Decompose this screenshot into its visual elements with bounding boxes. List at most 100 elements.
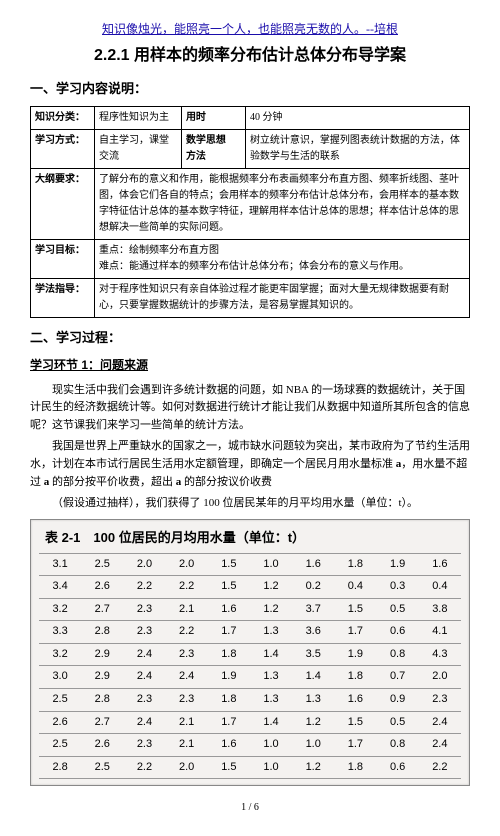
paragraph-3: （假设通过抽样），我们获得了 100 位居民某年的月平均用水量（单位：t）。 xyxy=(30,495,470,513)
objective-difficult: 难点：能通过样本的频率分布估计总体分布；体会分布的意义与作用。 xyxy=(99,259,465,275)
data-cell: 1.8 xyxy=(334,756,376,779)
table-row: 2.82.52.22.01.51.01.21.80.62.2 xyxy=(39,756,461,779)
data-cell: 1.5 xyxy=(334,598,376,621)
data-cell: 0.6 xyxy=(377,756,419,779)
data-cell: 3.3 xyxy=(39,621,81,644)
data-cell: 1.7 xyxy=(208,711,250,734)
data-cell: 0.8 xyxy=(377,734,419,757)
data-cell: 1.8 xyxy=(334,553,376,576)
value-study-mode: 自主学习，课堂交流 xyxy=(95,129,182,168)
data-cell: 2.9 xyxy=(81,643,123,666)
data-cell: 2.2 xyxy=(166,621,208,644)
data-cell: 1.7 xyxy=(208,621,250,644)
top-quote-link[interactable]: 知识像烛光，能照亮一个人，也能照亮无数的人。--培根 xyxy=(30,20,470,39)
label-duration: 用时 xyxy=(181,106,245,129)
data-cell: 3.2 xyxy=(39,598,81,621)
data-cell: 1.0 xyxy=(250,553,292,576)
data-cell: 1.3 xyxy=(292,689,334,712)
data-cell: 3.7 xyxy=(292,598,334,621)
data-cell: 0.5 xyxy=(377,711,419,734)
data-cell: 1.9 xyxy=(334,643,376,666)
data-cell: 2.1 xyxy=(166,711,208,734)
data-cell: 2.3 xyxy=(166,643,208,666)
data-cell: 0.4 xyxy=(419,576,461,599)
data-cell: 1.9 xyxy=(208,666,250,689)
data-cell: 2.4 xyxy=(123,711,165,734)
data-cell: 1.0 xyxy=(250,756,292,779)
data-cell: 1.0 xyxy=(250,734,292,757)
data-cell: 0.7 xyxy=(377,666,419,689)
data-cell: 1.8 xyxy=(208,689,250,712)
data-cell: 2.7 xyxy=(81,598,123,621)
data-cell: 2.5 xyxy=(39,734,81,757)
table-row: 2.62.72.42.11.71.41.21.50.52.4 xyxy=(39,711,461,734)
value-objectives: 重点：绘制频率分布直方图 难点：能通过样本的频率分布估计总体分布；体会分布的意义… xyxy=(95,239,470,278)
data-cell: 1.3 xyxy=(250,666,292,689)
label-knowledge-type: 知识分类： xyxy=(31,106,95,129)
data-cell: 3.8 xyxy=(419,598,461,621)
data-cell: 2.2 xyxy=(166,576,208,599)
paragraph-2: 我国是世界上严重缺水的国家之一，城市缺水问题较为突出，某市政府为了节约生活用水，… xyxy=(30,438,470,491)
data-cell: 1.5 xyxy=(208,553,250,576)
data-cell: 1.9 xyxy=(377,553,419,576)
section-2-heading: 二、学习过程： xyxy=(30,328,470,349)
data-cell: 2.0 xyxy=(123,553,165,576)
data-cell: 2.6 xyxy=(81,576,123,599)
table-row: 2.52.82.32.31.81.31.31.60.92.3 xyxy=(39,689,461,712)
page-title: 2.2.1 用样本的频率分布估计总体分布导学案 xyxy=(30,43,470,69)
data-cell: 2.4 xyxy=(166,666,208,689)
label-study-mode: 学习方式： xyxy=(31,129,95,168)
data-cell: 2.0 xyxy=(419,666,461,689)
data-cell: 1.6 xyxy=(419,553,461,576)
data-cell: 2.4 xyxy=(123,666,165,689)
data-cell: 1.3 xyxy=(250,621,292,644)
data-cell: 1.5 xyxy=(208,756,250,779)
data-cell: 2.6 xyxy=(81,734,123,757)
data-cell: 2.3 xyxy=(419,689,461,712)
value-duration: 40 分钟 xyxy=(245,106,469,129)
data-cell: 1.7 xyxy=(334,734,376,757)
section-1-heading: 一、学习内容说明： xyxy=(30,79,470,100)
data-cell: 2.5 xyxy=(39,689,81,712)
table-row: 3.32.82.32.21.71.33.61.70.64.1 xyxy=(39,621,461,644)
data-cell: 1.2 xyxy=(250,598,292,621)
data-cell: 2.9 xyxy=(81,666,123,689)
table-row: 3.12.52.02.01.51.01.61.81.91.6 xyxy=(39,553,461,576)
data-cell: 0.8 xyxy=(377,643,419,666)
data-cell: 1.3 xyxy=(250,689,292,712)
data-cell: 2.4 xyxy=(123,643,165,666)
data-cell: 1.7 xyxy=(334,621,376,644)
table-row: 学法指导： 对于程序性知识只有亲自体验过程才能更牢固掌握；面对大量无规律数据要有… xyxy=(31,278,470,317)
data-cell: 3.5 xyxy=(292,643,334,666)
table-row: 3.02.92.42.41.91.31.41.80.72.0 xyxy=(39,666,461,689)
table-row: 3.22.92.42.31.81.43.51.90.84.3 xyxy=(39,643,461,666)
data-cell: 2.2 xyxy=(419,756,461,779)
value-knowledge-type: 程序性知识为主 xyxy=(95,106,182,129)
label-guide: 学法指导： xyxy=(31,278,95,317)
data-cell: 3.6 xyxy=(292,621,334,644)
data-cell: 1.8 xyxy=(334,666,376,689)
data-cell: 1.6 xyxy=(208,734,250,757)
data-cell: 2.0 xyxy=(166,756,208,779)
data-cell: 1.2 xyxy=(250,576,292,599)
data-cell: 2.1 xyxy=(166,598,208,621)
p2-text: 的部分按平价收费，超出 xyxy=(49,476,176,488)
data-cell: 1.6 xyxy=(292,553,334,576)
data-cell: 1.2 xyxy=(292,756,334,779)
data-cell: 1.0 xyxy=(292,734,334,757)
data-cell: 0.2 xyxy=(292,576,334,599)
data-cell: 0.3 xyxy=(377,576,419,599)
data-cell: 0.9 xyxy=(377,689,419,712)
data-cell: 2.2 xyxy=(123,576,165,599)
data-cell: 2.1 xyxy=(166,734,208,757)
table-row: 大纲要求： 了解分布的意义和作用，能根据频率分布表画频率分布直方图、频率折线图、… xyxy=(31,168,470,239)
data-cell: 2.4 xyxy=(419,711,461,734)
data-cell: 3.2 xyxy=(39,643,81,666)
data-cell: 1.5 xyxy=(334,711,376,734)
label-syllabus: 大纲要求： xyxy=(31,168,95,239)
data-cell: 2.5 xyxy=(81,756,123,779)
data-cell: 2.3 xyxy=(123,734,165,757)
data-cell: 3.0 xyxy=(39,666,81,689)
data-cell: 1.6 xyxy=(334,689,376,712)
data-cell: 2.5 xyxy=(81,553,123,576)
